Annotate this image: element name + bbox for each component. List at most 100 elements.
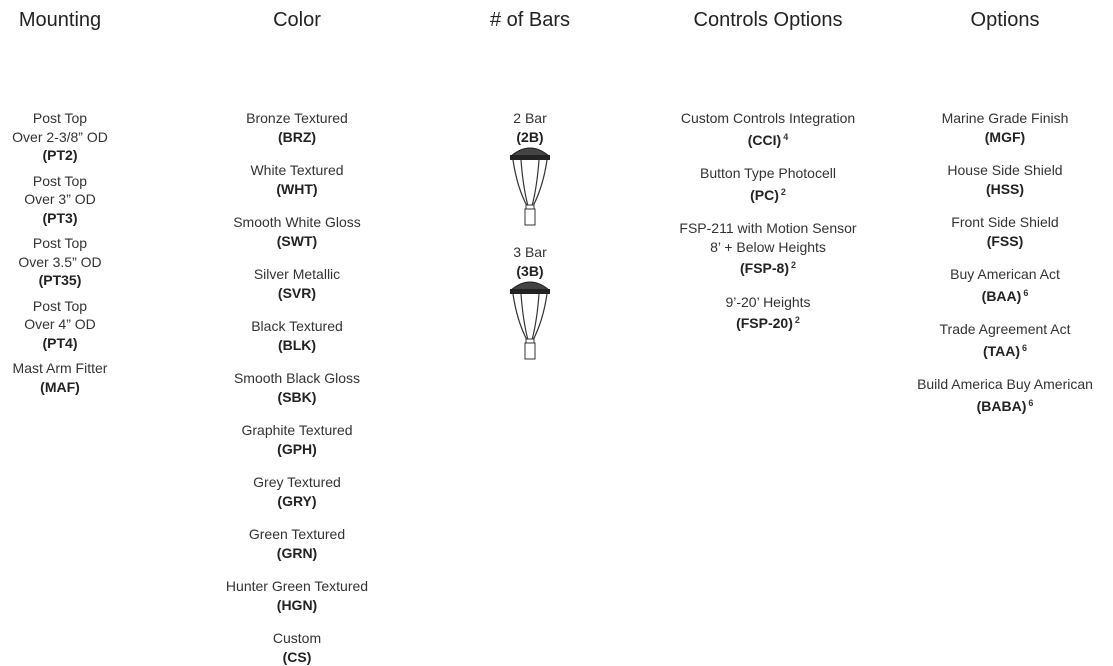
option-label: Silver Metallic	[254, 265, 340, 284]
option-label: Over 3” OD	[24, 190, 96, 209]
option-label: 8’ + Below Heights	[679, 238, 856, 257]
option-code: (FSP-20)	[736, 315, 793, 331]
option-label: 2 Bar	[505, 109, 555, 128]
option-code: (PT2)	[42, 147, 77, 163]
option-code-row: (FSP-20)2	[725, 311, 810, 333]
option-code-row: (PC)2	[700, 183, 836, 205]
option-label: Over 3.5” OD	[18, 253, 101, 272]
option-item: Grey Textured(GRY)	[253, 473, 341, 510]
option-code: (PT35)	[39, 272, 82, 288]
option-code-row: (FSS)	[951, 232, 1058, 251]
option-code: (CS)	[283, 649, 312, 665]
option-item: Smooth White Gloss(SWT)	[233, 213, 361, 250]
option-code-row: (GRY)	[253, 492, 341, 511]
option-label: Post Top	[12, 109, 108, 128]
option-code: (3B)	[516, 263, 543, 279]
option-label: Green Textured	[249, 525, 345, 544]
footnote-ref: 6	[1028, 398, 1033, 408]
option-code: (GRY)	[277, 493, 316, 509]
fixture-icon	[505, 276, 555, 362]
option-label: Marine Grade Finish	[942, 109, 1069, 128]
option-label: Post Top	[18, 234, 101, 253]
option-label: Grey Textured	[253, 473, 341, 492]
option-list: Bronze Textured(BRZ)White Textured(WHT)S…	[182, 109, 412, 666]
option-code: (PC)	[750, 187, 779, 203]
option-code: (GPH)	[277, 441, 317, 457]
option-code: (BAA)	[982, 288, 1022, 304]
option-code-row: (TAA)6	[940, 339, 1071, 361]
option-label: 9’-20’ Heights	[725, 293, 810, 312]
option-code: (BLK)	[278, 337, 316, 353]
option-label: Over 4” OD	[24, 315, 96, 334]
option-item: Mast Arm Fitter(MAF)	[13, 359, 108, 396]
option-code: (SVR)	[278, 285, 316, 301]
option-code-row: (MAF)	[13, 378, 108, 397]
option-code-row: (WHT)	[250, 180, 343, 199]
option-code: (CCI)	[748, 132, 781, 148]
option-code: (FSP-8)	[740, 260, 789, 276]
option-code-row: (PT35)	[18, 271, 101, 290]
option-code-row: (SWT)	[233, 232, 361, 251]
footnote-ref: 2	[791, 260, 796, 270]
option-label: Over 2-3/8” OD	[12, 128, 108, 147]
footnote-ref: 6	[1022, 343, 1027, 353]
option-label: White Textured	[250, 161, 343, 180]
option-label: Smooth White Gloss	[233, 213, 361, 232]
option-code: (TAA)	[983, 343, 1020, 359]
option-code-row: (PT3)	[24, 209, 96, 228]
column-title: Options	[890, 0, 1113, 40]
column-title: Mounting	[0, 0, 175, 40]
option-label: FSP-211 with Motion Sensor	[679, 219, 856, 238]
option-list: Marine Grade Finish(MGF) House Side Shiel…	[890, 109, 1113, 415]
option-code-row: (PT2)	[12, 146, 108, 165]
option-code: (PT3)	[42, 210, 77, 226]
option-item: Custom Controls Integration(CCI)4	[681, 109, 855, 149]
option-code: (HGN)	[277, 597, 317, 613]
option-item: Black Textured(BLK)	[251, 317, 343, 354]
option-code-row: (CS)	[273, 648, 321, 666]
option-code: (PT4)	[42, 335, 77, 351]
option-code: (SBK)	[278, 389, 317, 405]
option-label: Custom Controls Integration	[681, 109, 855, 128]
option-label: Front Side Shield	[951, 213, 1058, 232]
option-item: Buy American Act (BAA)6	[950, 265, 1060, 305]
option-label: Smooth Black Gloss	[234, 369, 360, 388]
option-code-row: (PT4)	[24, 334, 96, 353]
option-label: Hunter Green Textured	[226, 577, 368, 596]
option-item: Button Type Photocell(PC)2	[700, 164, 836, 204]
option-item: Graphite Textured(GPH)	[241, 421, 352, 458]
option-label: Black Textured	[251, 317, 343, 336]
column-title: Controls Options	[653, 0, 883, 40]
option-item: White Textured(WHT)	[250, 161, 343, 198]
option-code: (SWT)	[277, 233, 317, 249]
option-item: 9’-20’ Heights(FSP-20)2	[725, 293, 810, 333]
option-item: 2 Bar(2B)	[505, 109, 555, 228]
option-label: Graphite Textured	[241, 421, 352, 440]
option-code: (WHT)	[276, 181, 317, 197]
option-code-row: (HSS)	[947, 180, 1062, 199]
option-label: Post Top	[24, 297, 96, 316]
option-code: (MGF)	[985, 129, 1025, 145]
option-label: Buy American Act	[950, 265, 1060, 284]
option-code-row: (SVR)	[254, 284, 340, 303]
option-code: (2B)	[516, 129, 543, 145]
option-item: Custom(CS)	[273, 629, 321, 666]
footnote-ref: 2	[781, 187, 786, 197]
option-label: Trade Agreement Act	[940, 320, 1071, 339]
option-label: Custom	[273, 629, 321, 648]
footnote-ref: 6	[1023, 288, 1028, 298]
option-code: (BRZ)	[278, 129, 316, 145]
option-code-row: (BABA)6	[917, 394, 1093, 416]
footnote-ref: 4	[783, 132, 788, 142]
option-label: House Side Shield	[947, 161, 1062, 180]
option-item: 3 Bar(3B)	[505, 243, 555, 362]
option-code-row: (CCI)4	[681, 128, 855, 150]
